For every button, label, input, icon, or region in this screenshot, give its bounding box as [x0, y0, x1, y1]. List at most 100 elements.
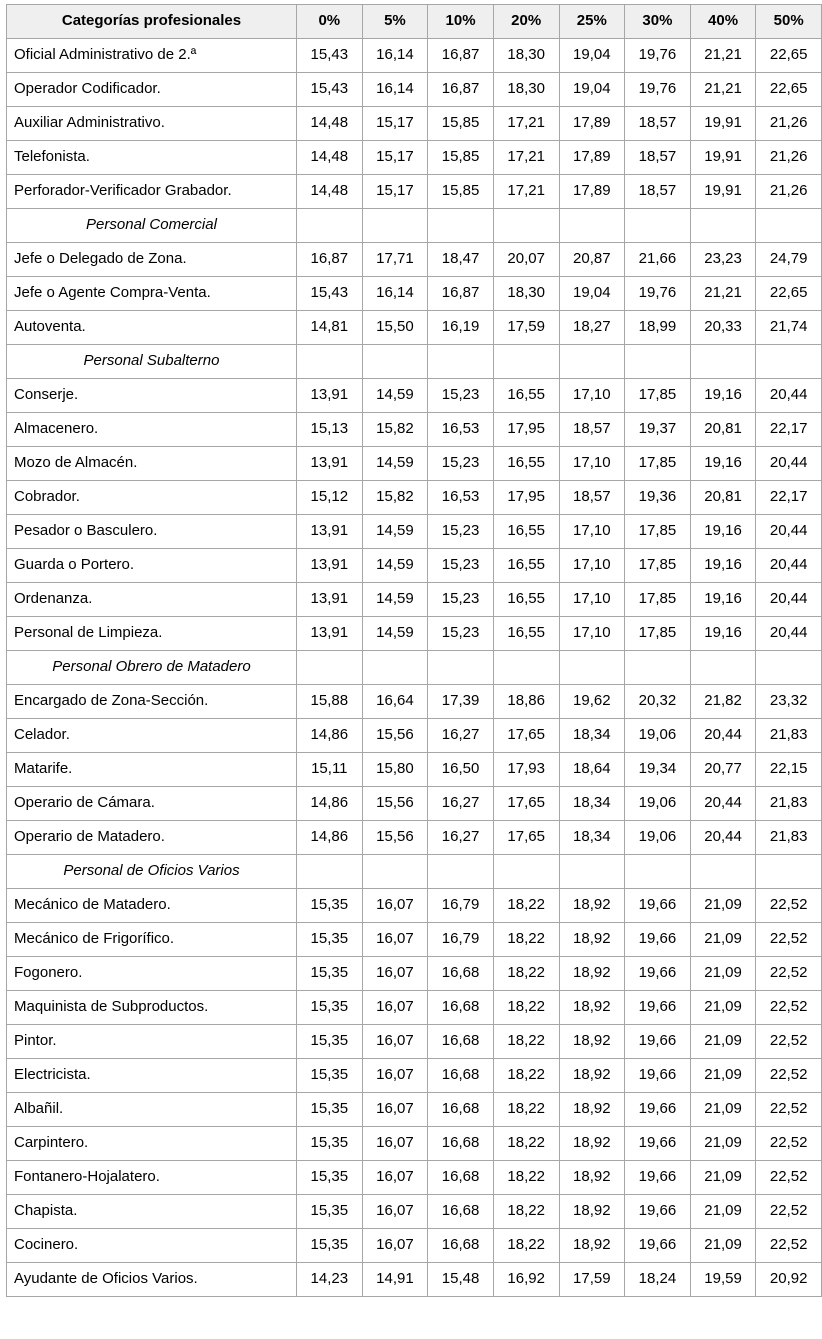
value-cell: 16,87 — [296, 242, 363, 277]
value-cell: 16,07 — [361, 1024, 429, 1059]
value-cell: 22,52 — [755, 1160, 822, 1195]
section-row: Personal Subalterno — [6, 344, 822, 379]
category-cell: Conserje. — [6, 378, 297, 413]
value-cell: 16,68 — [427, 1058, 494, 1093]
value-cell: 15,13 — [296, 412, 363, 447]
value-cell: 17,10 — [558, 446, 626, 481]
value-cell: 13,91 — [296, 514, 363, 549]
column-header-20%: 20% — [492, 4, 560, 39]
value-cell: 16,79 — [427, 922, 494, 957]
value-cell: 21,09 — [689, 1126, 757, 1161]
value-cell: 15,23 — [427, 548, 494, 583]
empty-cell — [689, 208, 757, 243]
value-cell: 19,66 — [624, 1058, 691, 1093]
value-cell: 17,10 — [558, 514, 626, 549]
value-cell: 19,66 — [624, 888, 691, 923]
empty-cell — [492, 854, 560, 889]
value-cell: 21,09 — [689, 1092, 757, 1127]
value-cell: 19,91 — [689, 174, 757, 209]
table-row: Operador Codificador. 15,43 16,14 16,87 18,3… — [6, 72, 822, 107]
value-cell: 23,23 — [689, 242, 757, 277]
value-cell: 17,71 — [361, 242, 429, 277]
category-cell: Almacenero. — [6, 412, 297, 447]
value-cell: 16,07 — [361, 1058, 429, 1093]
empty-cell — [296, 854, 363, 889]
empty-cell — [755, 854, 822, 889]
category-cell: Ayudante de Oficios Varios. — [6, 1262, 297, 1297]
category-cell: Electricista. — [6, 1058, 297, 1093]
value-cell: 16,07 — [361, 1228, 429, 1263]
value-cell: 16,68 — [427, 1194, 494, 1229]
value-cell: 17,39 — [427, 684, 494, 719]
value-cell: 15,88 — [296, 684, 363, 719]
value-cell: 18,92 — [558, 1228, 626, 1263]
table-row: Jefe o Agente Compra-Venta. 15,43 16,14 16,… — [6, 276, 822, 311]
value-cell: 14,86 — [296, 786, 363, 821]
value-cell: 21,21 — [689, 276, 757, 311]
value-cell: 14,59 — [361, 616, 429, 651]
table-row: Personal de Limpieza. 13,91 14,59 15,23 16,5… — [6, 616, 822, 651]
table-row: Carpintero. 15,35 16,07 16,68 18,22 18,92 19,6… — [6, 1126, 822, 1161]
value-cell: 17,85 — [624, 446, 691, 481]
value-cell: 15,35 — [296, 956, 363, 991]
empty-cell — [427, 208, 494, 243]
value-cell: 15,43 — [296, 72, 363, 107]
value-cell: 21,09 — [689, 1160, 757, 1195]
empty-cell — [427, 650, 494, 685]
table-row: Oficial Administrativo de 2.ª 15,43 16,14 1… — [6, 38, 822, 73]
empty-cell — [427, 344, 494, 379]
value-cell: 14,59 — [361, 514, 429, 549]
value-cell: 20,44 — [755, 514, 822, 549]
value-cell: 18,92 — [558, 1160, 626, 1195]
value-cell: 15,35 — [296, 1228, 363, 1263]
value-cell: 19,06 — [624, 820, 691, 855]
value-cell: 17,85 — [624, 582, 691, 617]
value-cell: 18,92 — [558, 1092, 626, 1127]
value-cell: 18,22 — [492, 956, 560, 991]
value-cell: 19,16 — [689, 582, 757, 617]
value-cell: 14,81 — [296, 310, 363, 345]
value-cell: 20,44 — [755, 446, 822, 481]
value-cell: 16,07 — [361, 1194, 429, 1229]
value-cell: 13,91 — [296, 548, 363, 583]
value-cell: 18,22 — [492, 1160, 560, 1195]
value-cell: 17,95 — [492, 480, 560, 515]
section-row: Personal Obrero de Matadero — [6, 650, 822, 685]
value-cell: 16,50 — [427, 752, 494, 787]
table-row: Almacenero. 15,13 15,82 16,53 17,95 18,57 19,3… — [6, 412, 822, 447]
value-cell: 15,35 — [296, 1058, 363, 1093]
column-header-30%: 30% — [624, 4, 691, 39]
value-cell: 15,17 — [361, 174, 429, 209]
value-cell: 21,26 — [755, 106, 822, 141]
category-cell: Pintor. — [6, 1024, 297, 1059]
empty-cell — [689, 344, 757, 379]
value-cell: 18,57 — [624, 174, 691, 209]
value-cell: 22,52 — [755, 1126, 822, 1161]
empty-cell — [558, 854, 626, 889]
value-cell: 14,59 — [361, 378, 429, 413]
value-cell: 19,16 — [689, 514, 757, 549]
value-cell: 19,66 — [624, 990, 691, 1025]
value-cell: 17,93 — [492, 752, 560, 787]
column-header-50%: 50% — [755, 4, 822, 39]
category-cell: Auxiliar Administrativo. — [6, 106, 297, 141]
value-cell: 20,32 — [624, 684, 691, 719]
category-cell: Fogonero. — [6, 956, 297, 991]
category-cell: Jefe o Agente Compra-Venta. — [6, 276, 297, 311]
empty-cell — [755, 208, 822, 243]
category-cell: Ordenanza. — [6, 582, 297, 617]
value-cell: 19,04 — [558, 72, 626, 107]
value-cell: 19,66 — [624, 1228, 691, 1263]
value-cell: 19,66 — [624, 1092, 691, 1127]
value-cell: 15,12 — [296, 480, 363, 515]
table-row: Fogonero. 15,35 16,07 16,68 18,22 18,92 19,66 2… — [6, 956, 822, 991]
value-cell: 20,07 — [492, 242, 560, 277]
value-cell: 17,21 — [492, 140, 560, 175]
value-cell: 18,22 — [492, 1058, 560, 1093]
value-cell: 19,91 — [689, 106, 757, 141]
category-cell: Pesador o Basculero. — [6, 514, 297, 549]
category-cell: Personal de Limpieza. — [6, 616, 297, 651]
value-cell: 21,09 — [689, 1058, 757, 1093]
value-cell: 16,55 — [492, 514, 560, 549]
